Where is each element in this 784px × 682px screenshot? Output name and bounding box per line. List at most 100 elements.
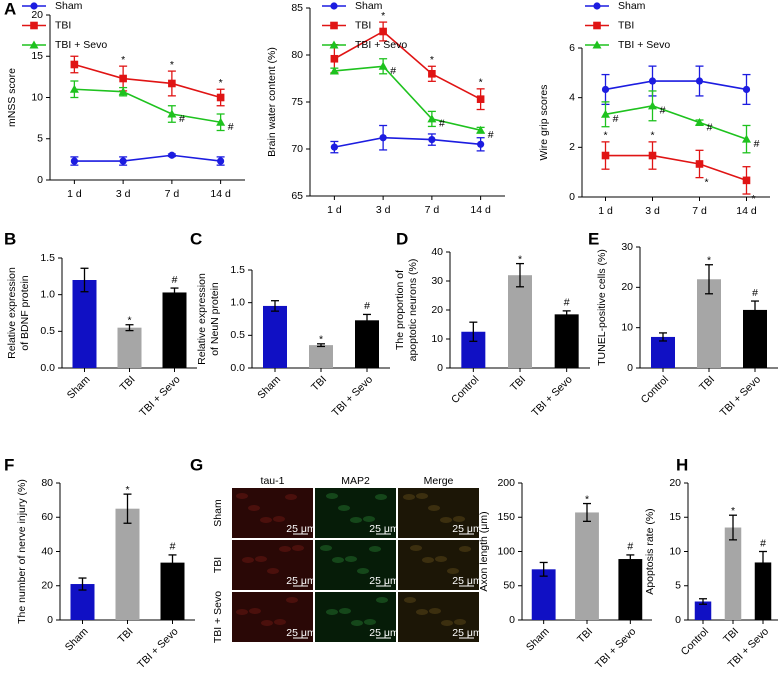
bar xyxy=(531,569,556,620)
x-tick-label: TBI + Sevo xyxy=(330,373,376,419)
column-label: Merge xyxy=(424,475,454,487)
y-tick-label: 10 xyxy=(669,545,681,557)
x-tick-label: 7 d xyxy=(692,205,707,217)
point xyxy=(742,134,751,143)
y-tick-label: 10 xyxy=(621,321,633,333)
scale-bar-label: 25 μm xyxy=(452,523,482,535)
point xyxy=(167,109,177,118)
annotation: * xyxy=(430,54,434,66)
x-tick-label: 1 d xyxy=(67,188,82,200)
legend-label: TBI + Sevo xyxy=(618,39,670,51)
cell xyxy=(332,557,344,563)
bar xyxy=(724,527,742,620)
point xyxy=(216,93,225,102)
y-tick-label: 0 xyxy=(627,362,633,374)
y-tick-label: 200 xyxy=(497,477,515,489)
annotation: # xyxy=(754,138,760,150)
panel-label: E xyxy=(588,229,599,248)
cell xyxy=(447,568,459,574)
y-tick-label: 80 xyxy=(41,477,53,489)
row-label: TBI + Sevo xyxy=(212,591,224,643)
cell xyxy=(273,516,285,522)
point xyxy=(593,2,601,10)
point xyxy=(648,151,657,160)
y-axis-label: of BDNF protein xyxy=(19,275,31,350)
point xyxy=(29,40,39,49)
cell xyxy=(404,597,416,603)
bar xyxy=(162,292,187,368)
annotation: * xyxy=(127,315,131,327)
x-tick-label: Control xyxy=(449,374,481,406)
annotation: * xyxy=(479,77,483,89)
bar xyxy=(651,336,675,368)
y-tick-label: 0.0 xyxy=(230,362,245,374)
x-tick-label: TBI xyxy=(575,626,595,646)
panel-label: C xyxy=(190,229,202,248)
point xyxy=(70,157,78,165)
annotation: # xyxy=(752,287,758,299)
y-tick-label: 20 xyxy=(41,580,53,592)
point xyxy=(601,109,610,118)
annotation: * xyxy=(650,130,654,142)
point xyxy=(742,176,751,185)
annotation: # xyxy=(613,113,619,125)
point xyxy=(379,134,387,142)
point xyxy=(476,95,485,103)
y-tick-label: 20 xyxy=(621,281,633,293)
annotation: # xyxy=(439,118,445,130)
x-tick-label: TBI + Sevo xyxy=(529,373,575,419)
annotation: # xyxy=(488,129,494,141)
cell xyxy=(326,493,338,499)
legend-label: Sham xyxy=(618,0,646,12)
row-label: Sham xyxy=(212,499,224,527)
y-tick-label: 80 xyxy=(291,49,303,61)
y-tick-label: 65 xyxy=(291,190,303,202)
x-tick-label: TBI xyxy=(118,374,138,394)
point xyxy=(601,151,610,160)
y-tick-label: 10 xyxy=(31,91,43,103)
annotation: * xyxy=(219,77,223,89)
cell xyxy=(326,609,338,615)
cell xyxy=(376,597,388,603)
y-tick-label: 1.0 xyxy=(40,288,55,300)
legend-label: Sham xyxy=(55,0,83,12)
cell xyxy=(242,557,254,563)
point xyxy=(329,66,339,75)
x-tick-label: Sham xyxy=(63,625,91,653)
annotation: # xyxy=(172,274,178,286)
bar xyxy=(743,309,767,368)
bar xyxy=(355,320,379,368)
y-tick-label: 0.5 xyxy=(230,329,245,341)
y-tick-label: 60 xyxy=(41,511,53,523)
column-label: MAP2 xyxy=(341,475,370,487)
y-tick-label: 1.0 xyxy=(230,296,245,308)
bar xyxy=(554,314,579,368)
series-line xyxy=(605,154,747,182)
point xyxy=(601,85,610,94)
annotation: * xyxy=(704,176,708,188)
x-tick-label: Sham xyxy=(524,625,552,653)
x-tick-label: 7 d xyxy=(425,204,440,216)
scale-bar-label: 25 μm xyxy=(286,575,316,587)
point xyxy=(119,157,127,165)
series-line xyxy=(74,154,221,162)
point xyxy=(168,79,176,88)
y-tick-label: 30 xyxy=(621,241,633,253)
annotation: # xyxy=(179,113,185,125)
panel-label: H xyxy=(676,455,688,474)
point xyxy=(330,54,339,63)
y-tick-label: 15 xyxy=(669,511,681,523)
panel-label: A xyxy=(4,0,16,18)
y-axis-label: Axon length (μm) xyxy=(478,511,490,591)
y-tick-label: 20 xyxy=(669,477,681,489)
cell xyxy=(357,568,369,574)
y-tick-label: 85 xyxy=(291,2,303,14)
x-tick-label: TBI + Sevo xyxy=(593,625,639,671)
y-axis-label: of NeuN protein xyxy=(209,282,221,356)
micrograph xyxy=(232,592,313,642)
cell xyxy=(261,620,273,626)
y-axis-label: mNSS score xyxy=(6,68,18,127)
x-tick-label: TBI + Sevo xyxy=(135,625,181,671)
y-tick-label: 0 xyxy=(437,362,443,374)
legend-label: TBI xyxy=(355,19,371,31)
